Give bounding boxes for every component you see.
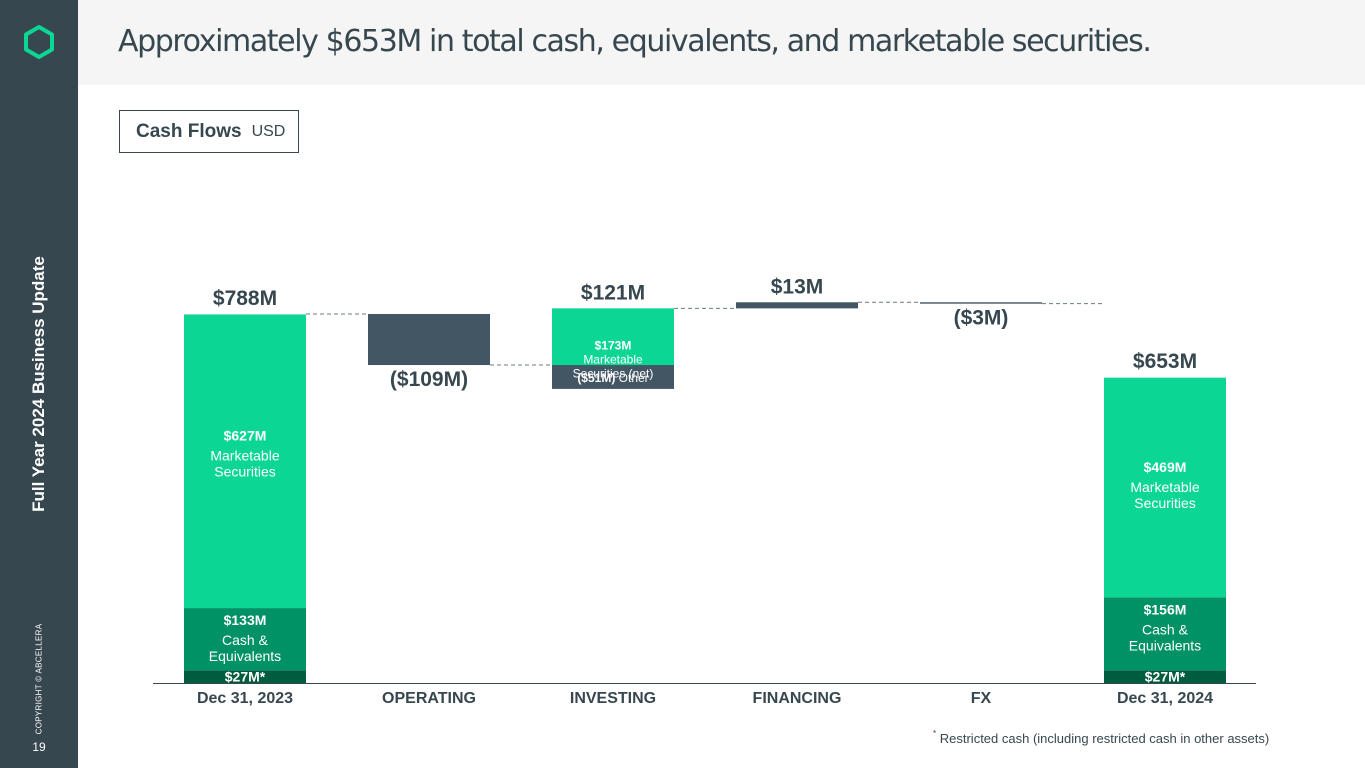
end-cash-bar (1104, 597, 1226, 671)
x-label-0: Dec 31, 2023 (197, 690, 293, 707)
start-cash-sublabel-line2: Equivalents (209, 648, 281, 664)
cash-flows-chip: Cash Flows USD (119, 110, 299, 153)
start-marketable-sublabel-line1: Marketable (210, 448, 279, 464)
page-number: 19 (32, 740, 46, 754)
start-marketable-sublabel-line2: Securities (214, 464, 275, 480)
page-title: Approximately $653M in total cash, equiv… (118, 24, 1152, 59)
financing-value-label: $13M (771, 275, 824, 298)
end-marketable-sublabel-line2: Securities (1134, 495, 1195, 511)
start-cash-sublabel-line1: Cash & (222, 632, 269, 648)
start-total-label: $788M (213, 287, 277, 310)
end-cash-value-label: $156M (1144, 601, 1187, 617)
end-marketable-value-label: $469M (1144, 459, 1187, 475)
start-cash-bar (184, 608, 306, 671)
fx-value-label: ($3M) (954, 307, 1009, 330)
investing-positive-value-label: $173M (595, 338, 632, 352)
hexagon-logo-icon (24, 25, 54, 59)
investing-positive-sublabel-line2: Securities (net) (573, 366, 654, 380)
investing-negative-label: ($51M) Other (577, 371, 648, 385)
end-cash-sublabel-line2: Equivalents (1129, 637, 1201, 653)
start-cash-value-label: $133M (224, 612, 267, 628)
footnote-marker: * (933, 729, 937, 738)
footnote: * Restricted cash (including restricted … (933, 729, 1270, 746)
investing-positive-sublabel-line1: Marketable (583, 352, 643, 366)
x-label-5: Dec 31, 2024 (1117, 690, 1213, 707)
end-restricted-bar (1104, 670, 1226, 683)
operating-bar (368, 313, 490, 366)
chip-title: Cash Flows (136, 120, 242, 142)
sidebar: Full Year 2024 Business Update COPYRIGHT… (0, 0, 78, 768)
end-total-label: $653M (1133, 350, 1197, 373)
header-band: Approximately $653M in total cash, equiv… (78, 0, 1365, 85)
x-label-2: INVESTING (570, 690, 656, 707)
chip-unit: USD (251, 122, 286, 140)
start-marketable-value-label: $627M (224, 428, 267, 444)
investing-positive-bar (552, 308, 674, 366)
end-cash-sublabel-line1: Cash & (1142, 621, 1189, 637)
start-restricted-label: $27M* (225, 669, 266, 685)
financing-bar (736, 302, 858, 309)
fx-bar (920, 302, 1042, 304)
x-label-4: FX (971, 690, 992, 707)
start-marketable-bar (184, 314, 306, 609)
investing-negative-bar (552, 365, 674, 389)
end-marketable-sublabel-line1: Marketable (1130, 479, 1199, 495)
investing-value-label: $121M (581, 281, 645, 304)
operating-value-label: ($109M) (390, 368, 468, 391)
x-label-1: OPERATING (382, 690, 476, 707)
footnote-text: Restricted cash (including restricted ca… (939, 731, 1270, 746)
x-label-3: FINANCING (753, 690, 842, 707)
start-restricted-bar (184, 670, 306, 683)
end-marketable-bar (1104, 377, 1226, 598)
end-restricted-label: $27M* (1145, 669, 1186, 685)
